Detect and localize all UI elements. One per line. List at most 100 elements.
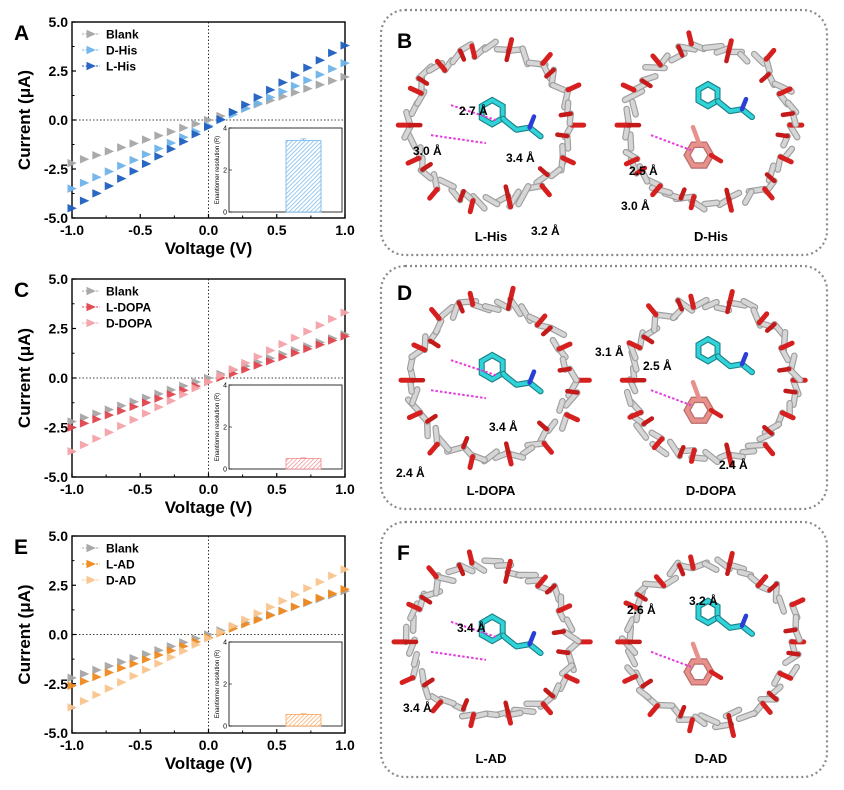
oxygen-bond xyxy=(457,48,467,62)
legend-label: L-His xyxy=(106,60,136,74)
hydroxyl-bond xyxy=(776,86,793,97)
inset-y-tick-label: 4 xyxy=(223,126,227,133)
guest-ring-highlight xyxy=(696,598,720,626)
host-bond-highlight xyxy=(625,390,633,406)
host-bond-highlight xyxy=(628,132,634,151)
hydrogen-bond xyxy=(450,359,497,377)
panel-border xyxy=(379,264,829,511)
data-point xyxy=(117,143,127,152)
host-bond-highlight xyxy=(410,387,420,406)
data-point xyxy=(315,56,326,65)
data-point xyxy=(253,98,264,108)
legend-label: L-AD xyxy=(106,558,135,572)
data-point xyxy=(154,144,164,153)
host-bond-highlight xyxy=(740,449,757,455)
hydrogen-bond xyxy=(650,389,692,407)
oxygen-bond xyxy=(425,413,438,424)
host-bond-highlight xyxy=(446,566,463,575)
y-tick-label: -2.5 xyxy=(44,420,68,436)
data-point xyxy=(141,655,152,664)
oxygen-bond xyxy=(557,366,572,373)
legend-label: L-DOPA xyxy=(106,301,151,315)
data-point xyxy=(315,340,326,349)
data-point xyxy=(104,167,115,176)
hydroxyl-bond xyxy=(434,58,448,73)
data-point xyxy=(340,332,350,341)
data-point xyxy=(104,410,115,420)
left-molecule-label: L-AD xyxy=(475,751,506,766)
data-point xyxy=(79,677,90,686)
distance-label: 3.0 Å xyxy=(621,198,650,213)
host-bond-highlight xyxy=(561,629,581,644)
data-point xyxy=(278,78,288,87)
data-point xyxy=(92,434,102,443)
data-point xyxy=(303,598,313,607)
host-bond-highlight xyxy=(564,617,575,632)
data-point xyxy=(303,63,313,72)
panel-border xyxy=(379,520,829,779)
hydroxyl-bond xyxy=(620,82,637,93)
hydroxyl-bond xyxy=(779,410,796,421)
data-point xyxy=(315,70,326,79)
guest-chain-highlight xyxy=(501,633,543,655)
data-point xyxy=(154,650,164,660)
oxygen-bond xyxy=(677,563,686,577)
data-point xyxy=(92,189,102,198)
data-point xyxy=(67,184,77,193)
data-point xyxy=(141,159,152,169)
data-point xyxy=(79,178,90,188)
analyte-ring-highlight xyxy=(684,142,714,168)
panel-letter: C xyxy=(14,279,29,302)
data-point xyxy=(328,76,338,86)
data-point xyxy=(92,672,102,682)
y-axis-label: Current (μA) xyxy=(15,70,34,170)
hydroxyl-bond xyxy=(539,183,552,198)
panel-letter: D xyxy=(397,282,412,305)
hydroxyl-bond xyxy=(405,155,422,166)
data-point xyxy=(253,609,264,618)
data-point xyxy=(278,352,288,362)
inset-y-tick-label: 2 xyxy=(223,168,227,175)
oxygen-bond xyxy=(503,441,511,456)
oxygen-bond xyxy=(726,712,734,727)
analyte-ring-highlight xyxy=(684,659,714,685)
series-d-ad xyxy=(67,565,350,712)
data-point xyxy=(67,423,77,432)
host-bond-highlight xyxy=(482,39,498,52)
host-bond-highlight xyxy=(727,300,748,308)
data-point xyxy=(340,584,350,594)
hydroxyl-bond xyxy=(645,303,659,318)
legend-label: D-DOPA xyxy=(106,317,153,331)
host-bond-highlight xyxy=(434,318,444,334)
hydroxyl-bond xyxy=(467,198,476,215)
data-point xyxy=(129,415,139,425)
legend-label: D-AD xyxy=(106,574,136,588)
y-tick-label: 0.0 xyxy=(49,627,69,643)
data-point xyxy=(228,107,239,117)
hydroxyl-bond xyxy=(687,717,695,734)
oxygen-bond xyxy=(678,187,687,201)
inset-y-label: Enantiomer resolution (R) xyxy=(215,650,221,718)
oxygen-bond xyxy=(505,297,513,311)
data-point xyxy=(166,138,177,148)
hydroxyl-bond xyxy=(622,673,638,684)
series-l-his xyxy=(67,41,350,213)
left-complex xyxy=(398,285,592,471)
data-point xyxy=(79,696,90,706)
data-point xyxy=(67,703,77,712)
oxygen-bond xyxy=(503,700,511,715)
data-point xyxy=(328,336,338,345)
nitrogen-bond xyxy=(739,613,749,629)
legend-label: D-His xyxy=(106,44,138,58)
data-point xyxy=(191,640,202,649)
data-point xyxy=(129,139,139,148)
data-point xyxy=(117,678,127,687)
inset-y-tick-label: 0 xyxy=(223,210,227,217)
x-tick-label: 1.0 xyxy=(335,737,355,753)
host-bond-highlight xyxy=(527,314,541,324)
y-tick-label: 0.0 xyxy=(49,112,69,128)
hydroxyl-bond xyxy=(535,574,548,589)
analyte-oxygen xyxy=(708,407,724,419)
host-bond-highlight xyxy=(550,83,566,92)
host-bond-highlight xyxy=(702,561,719,572)
